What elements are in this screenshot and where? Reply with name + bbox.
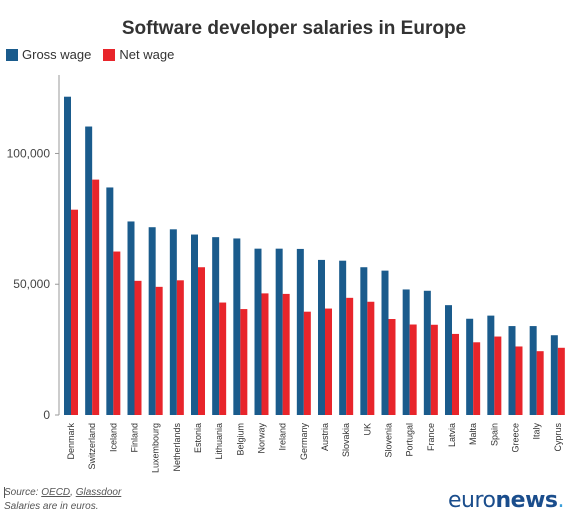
bar-net-france xyxy=(430,324,438,415)
legend-label-gross: Gross wage xyxy=(22,47,92,62)
x-tick-label: Greece xyxy=(511,423,521,453)
logo-dot: . xyxy=(557,488,565,513)
bar-net-netherlands xyxy=(176,280,184,415)
x-tick-label: Netherlands xyxy=(172,423,182,472)
bar-net-germany xyxy=(303,311,311,415)
bar-gross-germany xyxy=(296,248,304,415)
footer-note: Salaries are in euros. xyxy=(4,501,99,512)
x-tick-label: Denmark xyxy=(66,423,76,460)
x-tick-label: Slovakia xyxy=(341,423,351,457)
logo-text-euro: euro xyxy=(447,488,496,513)
bar-gross-denmark xyxy=(64,96,71,415)
x-tick-label: Cyprus xyxy=(553,423,563,452)
bar-net-latvia xyxy=(452,333,459,415)
bar-net-slovenia xyxy=(388,319,396,415)
bar-gross-portugal xyxy=(402,289,410,415)
bar-gross-estonia xyxy=(191,234,198,415)
x-tick-label: UK xyxy=(362,423,372,436)
bar-gross-latvia xyxy=(445,305,452,415)
bar-net-denmark xyxy=(71,209,78,415)
bar-net-finland xyxy=(134,280,142,415)
bar-net-austria xyxy=(325,308,332,415)
bar-gross-belgium xyxy=(233,238,241,415)
x-tick-label: Malta xyxy=(468,423,478,445)
bar-gross-switzerland xyxy=(85,126,93,416)
x-tick-label: Switzerland xyxy=(87,423,97,470)
legend-swatch-gross xyxy=(6,48,18,61)
legend-item-net: Net wage xyxy=(103,47,174,62)
bar-net-belgium xyxy=(240,309,248,415)
x-tick-label: Latvia xyxy=(447,423,457,447)
bar-gross-italy xyxy=(529,326,537,415)
source-marker xyxy=(4,487,5,498)
x-tick-label: Finland xyxy=(130,423,140,453)
legend-swatch-net xyxy=(103,48,116,61)
bar-net-estonia xyxy=(198,267,205,415)
legend-item-gross: Gross wage xyxy=(6,47,91,62)
bar-net-greece xyxy=(515,346,523,415)
x-tick-label: Belgium xyxy=(235,423,245,456)
x-tick-label: Norway xyxy=(257,423,267,454)
bar-gross-spain xyxy=(487,315,495,415)
bar-net-ireland xyxy=(282,293,290,415)
bar-gross-finland xyxy=(127,221,135,415)
bar-net-iceland xyxy=(113,251,121,415)
source-separator: , xyxy=(70,487,76,498)
legend: Gross wage Net wage xyxy=(6,47,174,62)
bar-net-malta xyxy=(473,342,481,415)
bar-net-norway xyxy=(261,293,269,415)
x-tick-label: Iceland xyxy=(108,423,118,452)
bar-gross-luxembourg xyxy=(148,227,156,415)
source-link-glassdoor[interactable]: Glassdoor xyxy=(75,487,122,498)
bar-gross-cyprus xyxy=(550,335,558,415)
legend-label-net: Net wage xyxy=(119,47,175,62)
bar-net-cyprus xyxy=(557,347,565,415)
x-tick-label: Lithuania xyxy=(214,423,224,460)
bar-net-lithuania xyxy=(219,302,227,415)
source-prefix: Source: xyxy=(4,487,42,498)
bar-net-switzerland xyxy=(92,179,100,415)
bar-gross-netherlands xyxy=(169,229,177,415)
bar-gross-france xyxy=(423,290,431,415)
bar-gross-lithuania xyxy=(212,237,220,415)
x-tick-label: Ireland xyxy=(278,423,288,451)
x-tick-label: Slovenia xyxy=(384,423,394,458)
x-tick-label: Italy xyxy=(532,423,542,440)
bar-gross-iceland xyxy=(106,187,114,415)
bar-net-italy xyxy=(536,351,544,415)
bar-net-spain xyxy=(494,336,502,415)
x-tick-label: Spain xyxy=(489,423,499,446)
bar-gross-uk xyxy=(360,267,368,415)
bar-gross-ireland xyxy=(275,248,283,415)
euronews-logo: euronews. xyxy=(448,488,564,513)
source-line: Source: OECD, Glassdoor xyxy=(4,486,121,500)
y-tick-label: 50,000 xyxy=(13,277,50,291)
y-tick-label: 0 xyxy=(43,408,50,422)
footer: Source: OECD, Glassdoor Salaries are in … xyxy=(4,486,121,514)
bar-gross-norway xyxy=(254,248,262,415)
bar-gross-slovakia xyxy=(339,260,347,415)
bar-net-portugal xyxy=(409,324,417,415)
x-tick-label: France xyxy=(426,423,436,451)
x-tick-label: Germany xyxy=(299,423,309,461)
x-tick-label: Portugal xyxy=(405,423,415,457)
x-tick-label: Estonia xyxy=(193,423,203,453)
source-link-oecd[interactable]: OECD xyxy=(41,487,71,498)
x-tick-label: Luxembourg xyxy=(151,423,161,473)
x-tick-label: Austria xyxy=(320,423,330,451)
y-tick-label: 100,000 xyxy=(7,146,51,160)
logo-text-news: news xyxy=(495,488,558,513)
bar-gross-austria xyxy=(318,259,325,415)
bar-gross-greece xyxy=(508,326,516,415)
bar-net-uk xyxy=(367,301,375,415)
bar-gross-malta xyxy=(466,318,474,415)
chart-title: Software developer salaries in Europe xyxy=(121,18,467,39)
bar-net-luxembourg xyxy=(155,286,163,415)
bar-gross-slovenia xyxy=(381,270,389,415)
bar-net-slovakia xyxy=(346,297,354,415)
